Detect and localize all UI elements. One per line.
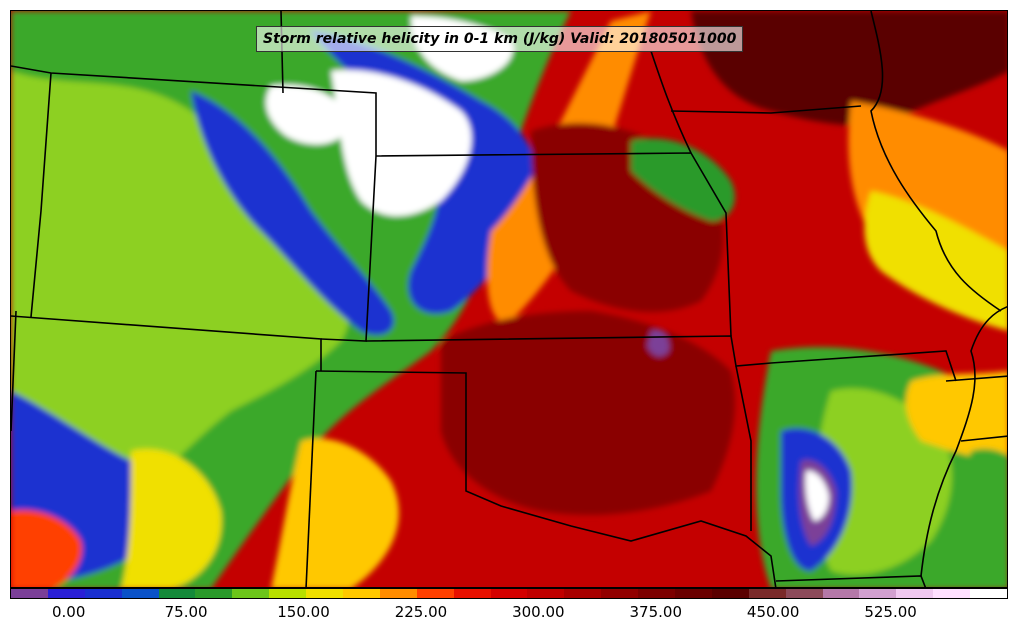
colorbar-segment xyxy=(822,589,860,598)
colorbar-segment xyxy=(711,589,749,598)
colorbar-segment xyxy=(379,589,417,598)
colorbar-tick-label: 150.00 xyxy=(277,603,330,621)
colorbar-tick-label: 525.00 xyxy=(864,603,917,621)
state-boundaries xyxy=(11,11,1007,587)
colorbar-segment xyxy=(970,589,1008,598)
colorbar-tick-labels: 0.00 75.00 150.00 225.00 300.00 375.00 450.00 5… xyxy=(10,600,1008,630)
field-contours xyxy=(11,11,1007,587)
colorbar-tick-label: 450.00 xyxy=(746,603,800,621)
colorbar-segment xyxy=(269,589,307,598)
colorbar-segment xyxy=(47,589,85,598)
map-panel: Storm relative helicity in 0-1 km (J/kg)… xyxy=(10,10,1008,588)
colorbar-tick-label: 75.00 xyxy=(164,603,208,621)
colorbar-segment xyxy=(343,589,380,598)
colorbar-segment xyxy=(859,589,897,598)
colorbar-tick-label: 225.00 xyxy=(394,603,448,621)
colorbar-tick-label: 375.00 xyxy=(629,603,683,621)
colorbar-segment xyxy=(490,589,528,598)
colorbar-segment xyxy=(527,589,565,598)
colorbar-segment xyxy=(453,589,491,598)
colorbar-segment xyxy=(638,589,676,598)
colorbar-segment xyxy=(121,589,159,598)
colorbar-segment xyxy=(11,589,48,598)
colorbar-segment xyxy=(601,589,639,598)
colorbar-tick-label: 0.00 xyxy=(52,603,86,621)
colorbar-segment xyxy=(84,589,122,598)
colorbar-segment xyxy=(416,589,454,598)
colorbar-segment xyxy=(785,589,823,598)
map-title: Storm relative helicity in 0-1 km (J/kg)… xyxy=(256,26,744,52)
colorbar-segment xyxy=(896,589,934,598)
helicity-field-map xyxy=(11,11,1007,587)
colorbar-segment xyxy=(675,589,712,598)
colorbar-tick-label: 300.00 xyxy=(512,603,565,621)
colorbar-segment xyxy=(232,589,270,598)
colorbar xyxy=(10,588,1008,599)
colorbar-segment xyxy=(306,589,344,598)
colorbar-segment xyxy=(195,589,233,598)
colorbar-segment xyxy=(748,589,786,598)
colorbar-segment xyxy=(564,589,602,598)
colorbar-segment xyxy=(158,589,196,598)
colorbar-segment xyxy=(933,589,971,598)
